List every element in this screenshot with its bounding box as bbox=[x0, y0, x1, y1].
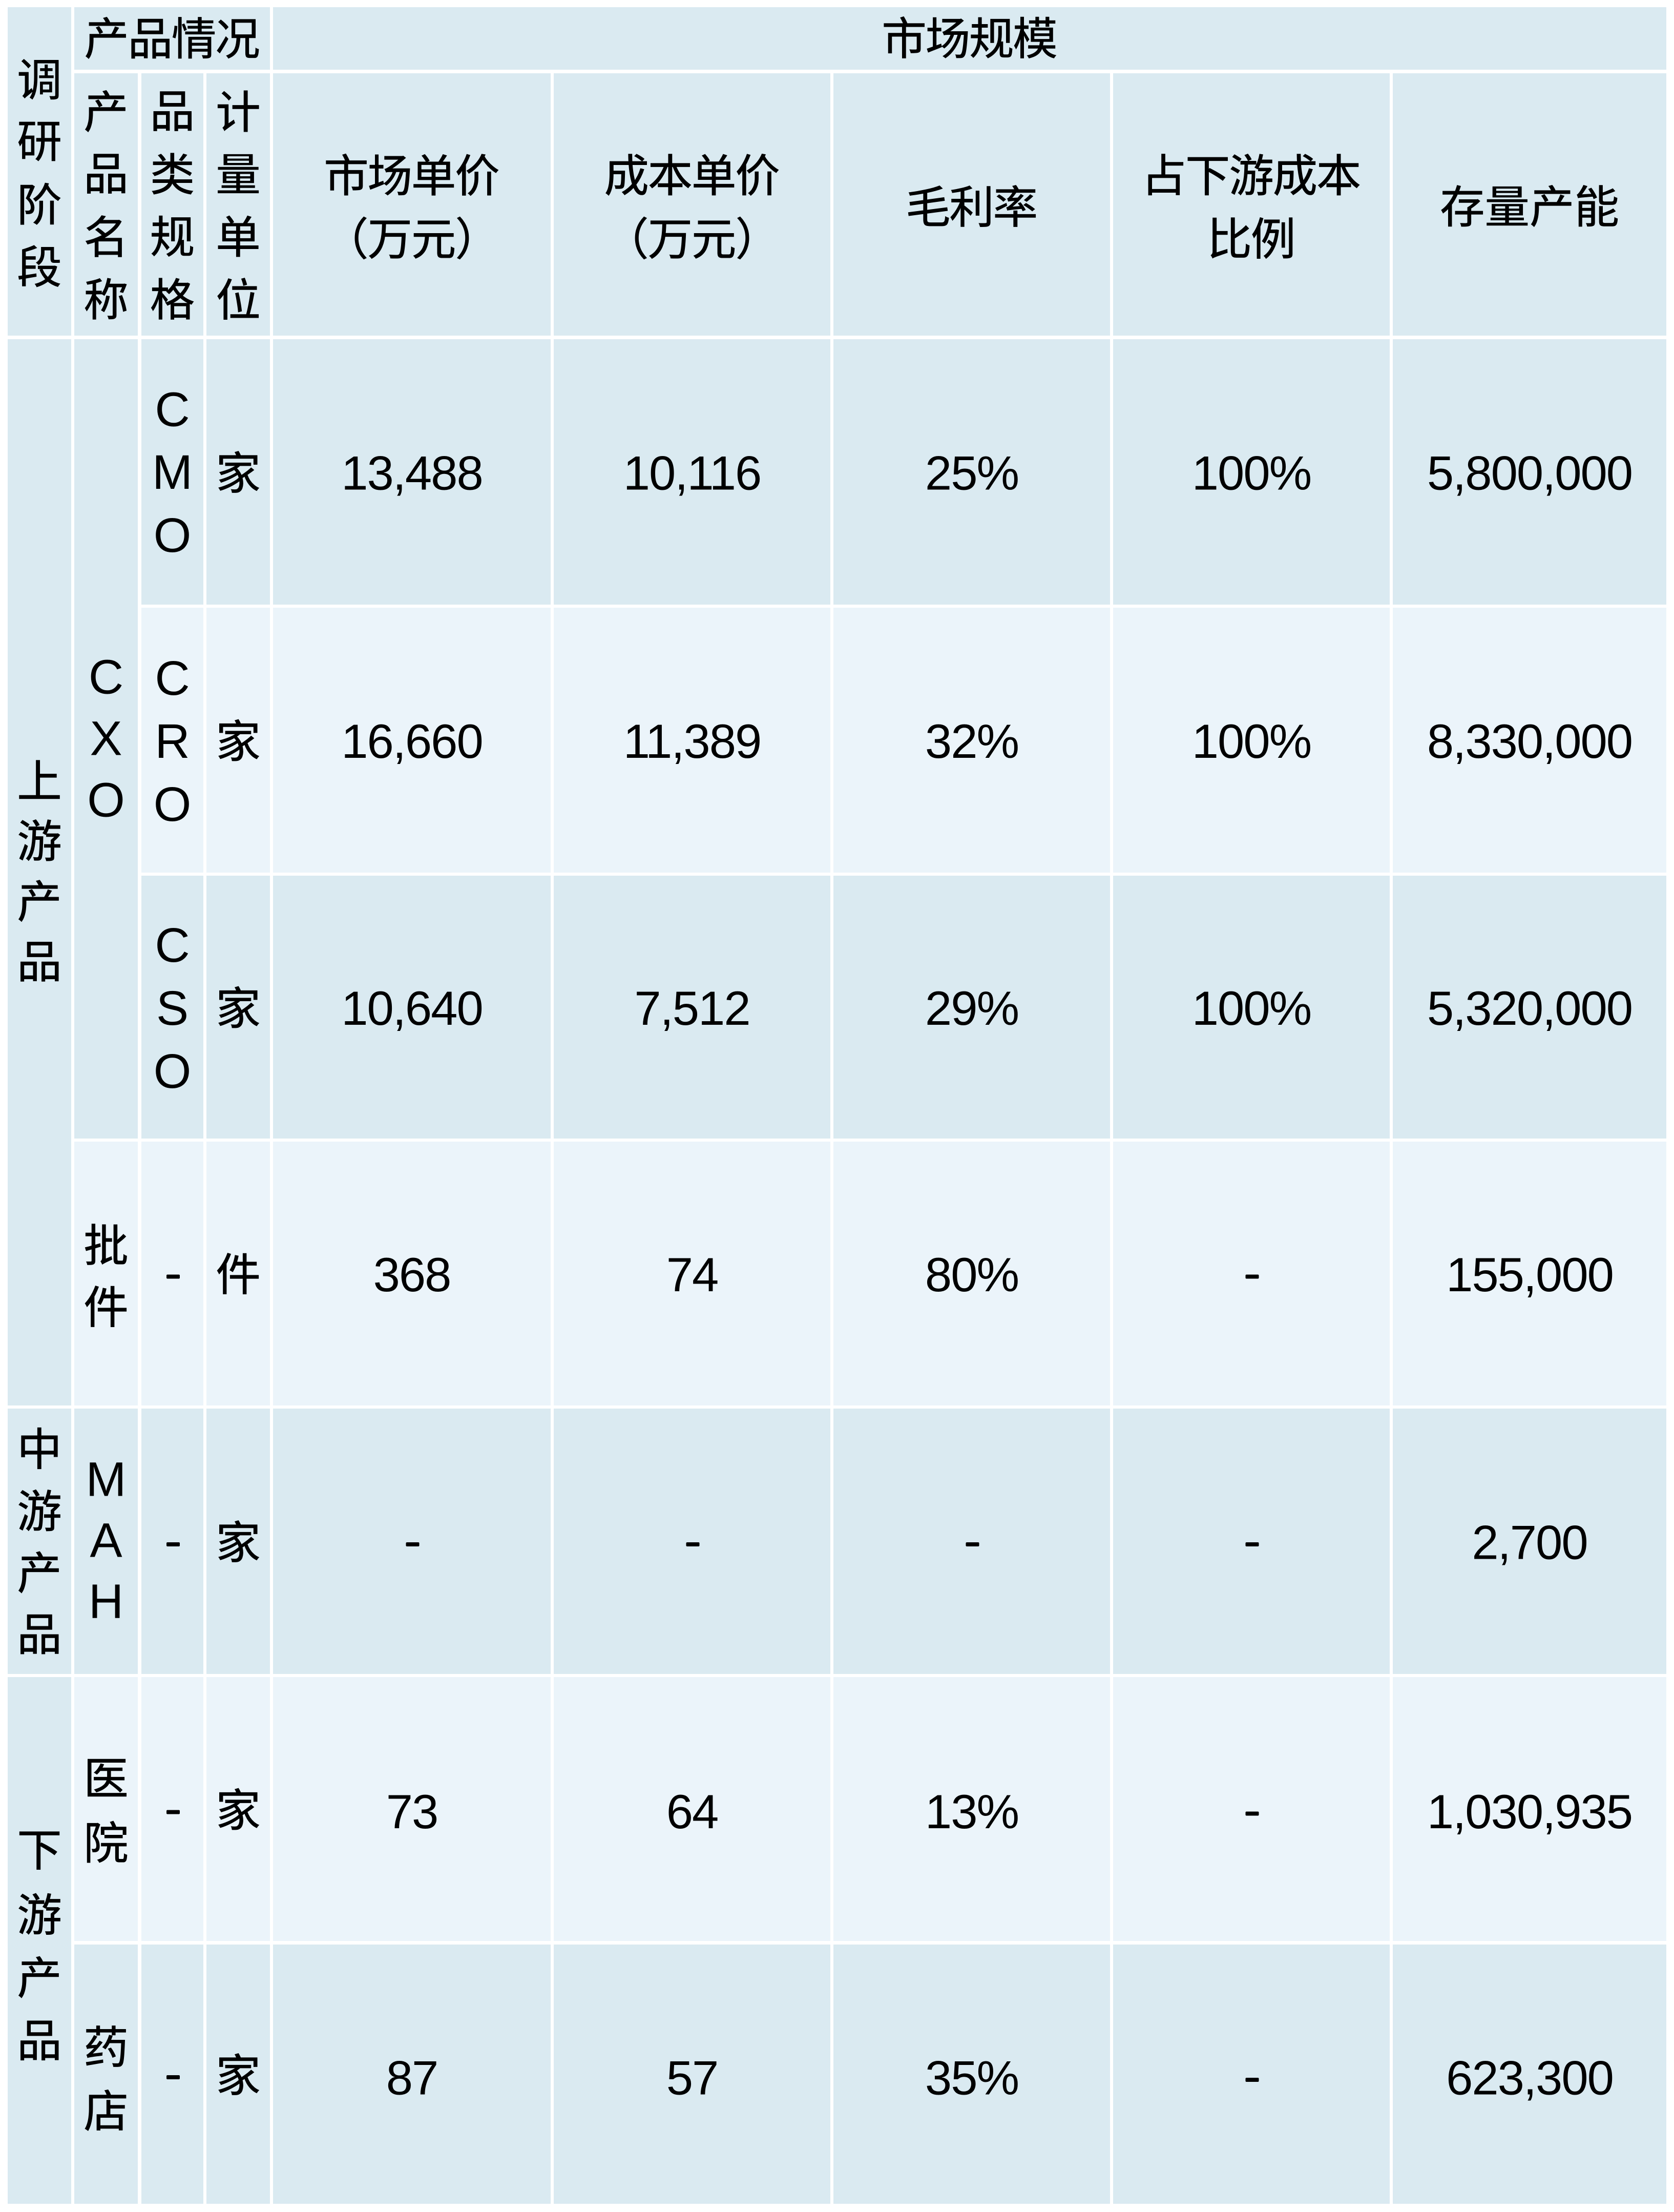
svg-text:16,660: 16,660 bbox=[341, 714, 483, 768]
svg-text:C: C bbox=[155, 651, 190, 706]
svg-text:368: 368 bbox=[373, 1248, 451, 1301]
svg-text:C: C bbox=[155, 918, 190, 973]
svg-text:O: O bbox=[154, 1044, 192, 1099]
svg-text:80%: 80% bbox=[925, 1248, 1018, 1301]
svg-text:7,512: 7,512 bbox=[634, 981, 749, 1035]
svg-text:X: X bbox=[90, 711, 122, 766]
svg-text:155,000: 155,000 bbox=[1446, 1248, 1613, 1301]
svg-text:2,700: 2,700 bbox=[1472, 1515, 1587, 1569]
svg-text:M: M bbox=[86, 1453, 127, 1507]
svg-text:C: C bbox=[155, 382, 190, 437]
svg-text:87: 87 bbox=[386, 2051, 438, 2104]
svg-text:100%: 100% bbox=[1192, 446, 1311, 500]
svg-text:C: C bbox=[89, 650, 123, 704]
svg-text:1,030,935: 1,030,935 bbox=[1427, 1785, 1632, 1838]
svg-text:64: 64 bbox=[666, 1785, 718, 1838]
svg-text:O: O bbox=[87, 773, 125, 827]
svg-text:35%: 35% bbox=[925, 2051, 1018, 2104]
svg-text:10,640: 10,640 bbox=[341, 981, 483, 1035]
svg-text:100%: 100% bbox=[1192, 714, 1311, 768]
svg-text:H: H bbox=[89, 1575, 123, 1629]
svg-text:5,800,000: 5,800,000 bbox=[1427, 446, 1632, 500]
svg-text:25%: 25% bbox=[925, 446, 1018, 500]
svg-text:10,116: 10,116 bbox=[623, 446, 761, 500]
svg-text:13,488: 13,488 bbox=[341, 446, 483, 500]
svg-text:623,300: 623,300 bbox=[1446, 2051, 1613, 2104]
svg-text:100%: 100% bbox=[1192, 981, 1311, 1035]
svg-text:57: 57 bbox=[666, 2051, 718, 2104]
svg-text:5,320,000: 5,320,000 bbox=[1427, 981, 1632, 1035]
svg-text:S: S bbox=[156, 981, 189, 1036]
svg-text:73: 73 bbox=[386, 1785, 438, 1838]
svg-text:11,389: 11,389 bbox=[623, 714, 761, 768]
svg-text:O: O bbox=[154, 777, 192, 832]
svg-text:M: M bbox=[152, 445, 193, 500]
svg-text:R: R bbox=[155, 714, 190, 769]
svg-text:32%: 32% bbox=[925, 714, 1018, 768]
svg-text:29%: 29% bbox=[925, 981, 1018, 1035]
svg-text:74: 74 bbox=[666, 1248, 718, 1301]
svg-text:A: A bbox=[90, 1514, 122, 1568]
svg-text:O: O bbox=[154, 508, 192, 563]
svg-text:13%: 13% bbox=[925, 1785, 1018, 1838]
svg-text:8,330,000: 8,330,000 bbox=[1427, 714, 1632, 768]
